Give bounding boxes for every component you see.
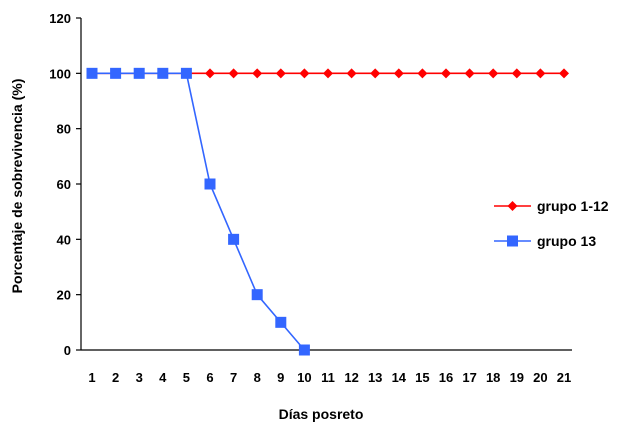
data-point-diamond: [205, 68, 215, 79]
legend-label: grupo 1-12: [537, 198, 609, 214]
x-tick-label: 14: [392, 370, 407, 385]
x-tick-label: 21: [557, 370, 571, 385]
x-tick-label: 16: [439, 370, 453, 385]
data-point-square: [298, 344, 310, 356]
data-point-square: [157, 67, 169, 79]
data-point-square: [204, 178, 216, 190]
series-line: [92, 72, 306, 351]
x-tick-label: 3: [136, 370, 143, 385]
y-tick-label: 40: [57, 232, 71, 247]
data-point-diamond: [511, 68, 522, 79]
data-point-diamond: [559, 68, 569, 79]
x-tick-label: 1: [88, 370, 95, 385]
legend-item: grupo 13: [494, 233, 596, 249]
x-axis-title: Días posreto: [279, 406, 364, 422]
y-tick-label: 20: [57, 288, 71, 303]
x-tick-label: 4: [159, 370, 167, 385]
data-point-diamond: [323, 68, 333, 79]
legend: grupo 1-12 grupo 13: [494, 198, 609, 249]
y-tick-label: 60: [57, 177, 71, 192]
data-point-diamond: [370, 68, 381, 79]
data-point-square: [110, 67, 122, 79]
x-tick-label: 15: [415, 370, 429, 385]
legend-label: grupo 13: [537, 233, 596, 249]
legend-marker-diamond: [507, 201, 518, 211]
x-tick-label: 18: [486, 370, 500, 385]
data-point-square: [251, 289, 263, 301]
data-point-diamond: [464, 68, 475, 79]
data-point-diamond: [346, 68, 357, 79]
data-point-square: [180, 67, 192, 79]
data-point-square: [228, 233, 240, 245]
x-tick-label: 20: [533, 370, 547, 385]
x-tick-label: 8: [254, 370, 261, 385]
y-axis-title: Porcentaje de sobrevivencia (%): [9, 79, 25, 294]
data-point-diamond: [488, 68, 499, 79]
legend-item: grupo 1-12: [494, 198, 609, 214]
x-tick-label: 19: [510, 370, 524, 385]
series-layer: [86, 67, 569, 356]
x-tick-label: 13: [368, 370, 382, 385]
data-point-diamond: [393, 68, 404, 79]
legend-marker-square: [507, 235, 518, 247]
data-point-diamond: [275, 68, 286, 79]
x-tick-label: 5: [183, 370, 190, 385]
y-tick-label: 80: [57, 122, 71, 137]
data-point-diamond: [228, 68, 239, 79]
x-tick-label: 11: [321, 370, 335, 385]
data-point-diamond: [299, 68, 310, 79]
x-axis: 1 2 3 4 5 6 7 8 9 10 11 12 13 14 15 16 17 18 19 20 21: [81, 349, 572, 385]
y-tick-label: 100: [49, 66, 71, 81]
x-tick-label: 12: [344, 370, 358, 385]
y-tick-label: 120: [49, 11, 71, 26]
data-point-square: [86, 67, 98, 79]
data-point-diamond: [441, 68, 451, 79]
y-tick-label: 0: [64, 343, 71, 358]
x-tick-label: 7: [230, 370, 237, 385]
data-point-square: [133, 67, 145, 79]
y-axis: 0 20 40 60 80 100 120: [49, 11, 82, 358]
data-point-diamond: [417, 68, 428, 79]
x-tick-label: 9: [277, 370, 284, 385]
x-tick-label: 6: [206, 370, 213, 385]
x-tick-label: 10: [297, 370, 311, 385]
data-point-diamond: [535, 68, 546, 79]
x-tick-label: 2: [112, 370, 119, 385]
data-point-square: [275, 316, 287, 328]
series-2: [86, 67, 310, 356]
x-tick-label: 17: [462, 370, 476, 385]
data-point-diamond: [252, 68, 263, 79]
